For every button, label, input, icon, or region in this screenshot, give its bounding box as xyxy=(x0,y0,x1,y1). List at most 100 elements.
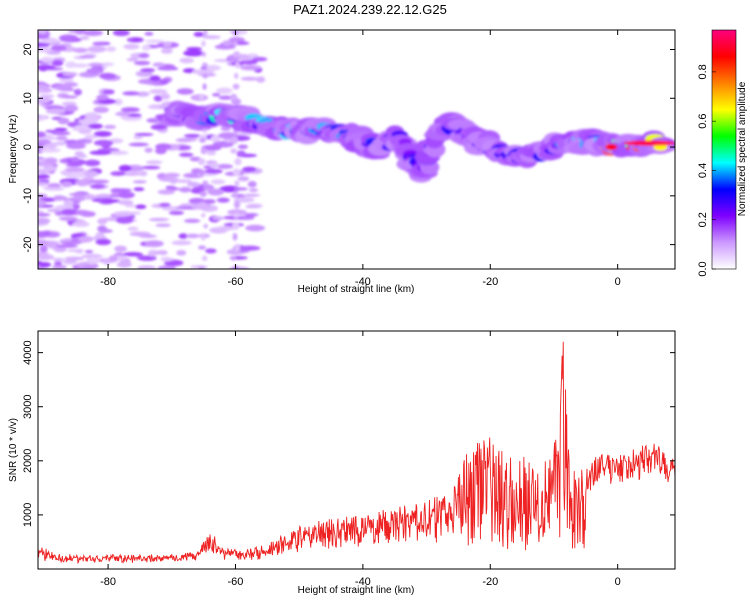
noise-blob xyxy=(144,240,164,248)
streak-blob xyxy=(234,180,240,187)
noise-blob xyxy=(166,187,181,191)
noise-blob xyxy=(77,118,98,125)
streak-blob xyxy=(233,200,241,209)
streak-blob xyxy=(230,148,237,154)
noise-blob xyxy=(92,41,106,46)
snr-x-ticks: -80 -60 -40 -20 0 xyxy=(100,331,621,588)
noise-blob xyxy=(153,95,163,102)
noise-blob xyxy=(78,129,92,135)
spectrogram-y-ticks: -20 -10 0 10 20 xyxy=(22,43,675,253)
noise-blob xyxy=(38,252,49,257)
spectrogram-blobs xyxy=(38,30,675,269)
noise-blob xyxy=(102,89,115,95)
noise-blob xyxy=(233,197,255,203)
noise-blob xyxy=(204,168,223,174)
noise-blob xyxy=(65,167,85,173)
noise-blob xyxy=(214,44,236,50)
noise-blob xyxy=(159,78,169,85)
streak-blob xyxy=(233,41,238,46)
noise-blob xyxy=(110,171,126,176)
noise-blob xyxy=(150,124,168,131)
ridge-peak xyxy=(623,140,675,146)
noise-blob xyxy=(242,193,261,197)
noise-blob xyxy=(235,132,253,136)
noise-blob xyxy=(127,226,139,232)
noise-blob xyxy=(86,68,104,75)
noise-blob xyxy=(237,144,249,149)
noise-blob xyxy=(72,195,87,201)
noise-blob xyxy=(227,209,247,216)
noise-blob xyxy=(133,135,144,140)
noise-blob xyxy=(236,150,246,157)
noise-blob xyxy=(134,132,154,137)
noise-blob xyxy=(55,244,78,248)
snr-x-axis-label: Height of straight line (km) xyxy=(298,585,415,596)
noise-blob xyxy=(206,64,221,71)
noise-blob xyxy=(73,88,82,96)
noise-blob xyxy=(123,43,140,50)
noise-blob xyxy=(155,223,171,228)
noise-blob xyxy=(38,43,50,48)
noise-blob xyxy=(83,194,96,200)
x-tick-label: 0 xyxy=(615,576,621,588)
noise-blob xyxy=(96,94,109,101)
noise-blob xyxy=(191,69,214,75)
noise-blob xyxy=(53,195,65,201)
noise-blob xyxy=(205,248,217,254)
snr-y-ticks: 1000 2000 3000 4000 xyxy=(22,340,675,527)
noise-blob xyxy=(256,76,266,83)
noise-blob xyxy=(39,245,48,253)
noise-blob xyxy=(38,64,56,70)
noise-blob xyxy=(239,64,262,71)
noise-blob xyxy=(38,158,46,163)
noise-blob xyxy=(38,174,51,179)
streak-blob xyxy=(203,223,208,229)
streak-blob xyxy=(232,222,240,230)
spectrogram-frame xyxy=(37,29,676,270)
noise-blob xyxy=(210,179,226,185)
noise-blob xyxy=(46,50,61,55)
colorbar-label: Normalized spectral amplitude xyxy=(737,81,748,216)
noise-blob xyxy=(136,91,150,97)
noise-blob xyxy=(63,199,74,206)
streak-blob xyxy=(200,147,207,155)
noise-blob xyxy=(242,166,257,172)
noise-blob xyxy=(52,257,65,262)
streak-blob xyxy=(201,213,206,218)
y-tick-label: 10 xyxy=(22,92,34,104)
noise-blob xyxy=(111,188,132,193)
streak-blob xyxy=(201,51,207,57)
noise-blob xyxy=(163,41,172,48)
noise-blob xyxy=(121,172,143,176)
noise-blob xyxy=(126,57,139,62)
streak-blob xyxy=(233,190,238,197)
noise-blob xyxy=(138,170,148,177)
noise-blob xyxy=(216,197,230,203)
y-tick-label: 2000 xyxy=(22,449,34,473)
noise-blob xyxy=(38,239,49,245)
streak-blob xyxy=(232,168,241,177)
noise-blob xyxy=(145,160,163,165)
streak-blob xyxy=(234,243,241,252)
noise-blob xyxy=(121,107,140,113)
noise-blob xyxy=(114,245,127,253)
colorbar-gradient xyxy=(711,29,737,270)
x-tick-label: -40 xyxy=(355,276,371,288)
spectrogram-x-ticks: -80 -60 -40 -20 0 xyxy=(100,30,621,288)
noise-blob xyxy=(218,95,233,100)
y-tick-label: -10 xyxy=(22,188,34,204)
noise-blob xyxy=(148,217,170,222)
noise-blob xyxy=(216,87,233,94)
noise-blob xyxy=(68,192,90,197)
noise-blob xyxy=(179,57,194,64)
noise-blob xyxy=(216,163,234,169)
noise-blob xyxy=(81,253,103,259)
noise-blob xyxy=(73,47,88,53)
noise-blob xyxy=(101,199,122,203)
noise-blob xyxy=(202,35,221,40)
y-tick-label: 4000 xyxy=(22,340,34,364)
spectrogram-x-axis-label: Height of straight line (km) xyxy=(298,284,415,295)
noise-blob xyxy=(157,189,175,195)
noise-blob xyxy=(117,199,134,205)
